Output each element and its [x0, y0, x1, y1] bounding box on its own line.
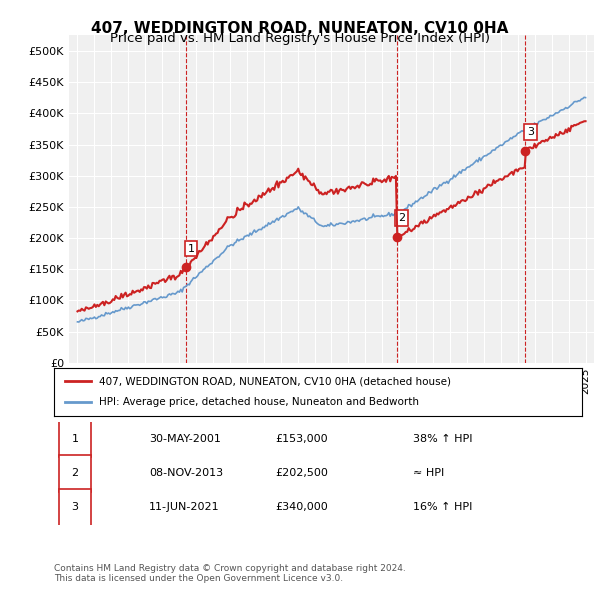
Text: 407, WEDDINGTON ROAD, NUNEATON, CV10 0HA (detached house): 407, WEDDINGTON ROAD, NUNEATON, CV10 0HA… [99, 376, 451, 386]
Text: £153,000: £153,000 [276, 434, 328, 444]
Text: HPI: Average price, detached house, Nuneaton and Bedworth: HPI: Average price, detached house, Nune… [99, 398, 419, 408]
Text: 3: 3 [71, 503, 79, 512]
Text: 30-MAY-2001: 30-MAY-2001 [149, 434, 221, 444]
Text: £202,500: £202,500 [276, 468, 329, 478]
FancyBboxPatch shape [59, 455, 91, 491]
Text: 08-NOV-2013: 08-NOV-2013 [149, 468, 223, 478]
Text: 1: 1 [188, 244, 194, 254]
FancyBboxPatch shape [59, 489, 91, 526]
Text: Price paid vs. HM Land Registry's House Price Index (HPI): Price paid vs. HM Land Registry's House … [110, 32, 490, 45]
Text: 11-JUN-2021: 11-JUN-2021 [149, 503, 220, 512]
Text: 3: 3 [527, 127, 534, 137]
Text: 2: 2 [71, 468, 79, 478]
FancyBboxPatch shape [59, 421, 91, 457]
Text: 407, WEDDINGTON ROAD, NUNEATON, CV10 0HA: 407, WEDDINGTON ROAD, NUNEATON, CV10 0HA [91, 21, 509, 35]
Text: 16% ↑ HPI: 16% ↑ HPI [413, 503, 472, 512]
Text: 2: 2 [398, 213, 406, 223]
Text: ≈ HPI: ≈ HPI [413, 468, 444, 478]
Text: Contains HM Land Registry data © Crown copyright and database right 2024.
This d: Contains HM Land Registry data © Crown c… [54, 563, 406, 583]
Text: £340,000: £340,000 [276, 503, 329, 512]
Text: 38% ↑ HPI: 38% ↑ HPI [413, 434, 473, 444]
Text: 1: 1 [71, 434, 79, 444]
